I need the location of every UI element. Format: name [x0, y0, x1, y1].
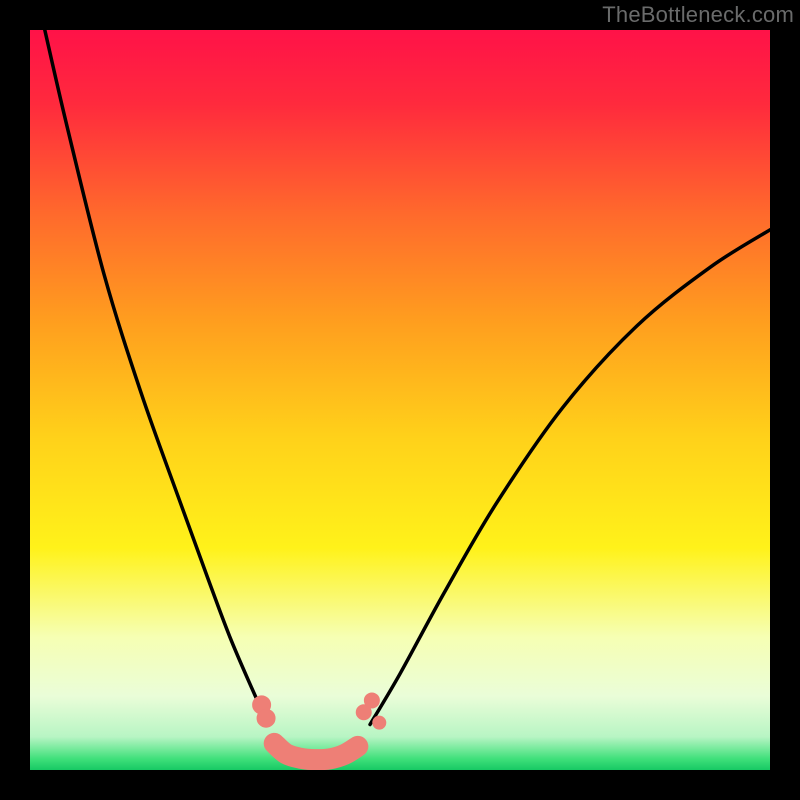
watermark-text: TheBottleneck.com: [602, 2, 794, 28]
gradient-background: [30, 30, 770, 770]
chart-svg: [0, 0, 800, 800]
marker-right-2: [373, 716, 386, 729]
stage: TheBottleneck.com: [0, 0, 800, 800]
marker-left-1: [257, 709, 275, 727]
marker-right-1: [364, 693, 379, 708]
